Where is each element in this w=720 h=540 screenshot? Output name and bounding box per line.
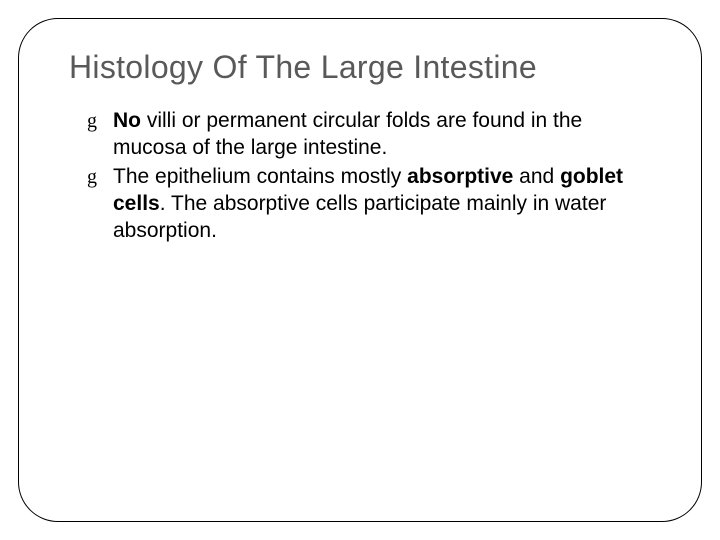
- slide: Histology Of The Large Intestine g No vi…: [0, 0, 720, 540]
- list-item: g No villi or permanent circular folds a…: [87, 108, 661, 162]
- bullet-icon: g: [87, 111, 97, 131]
- bullet-list: g No villi or permanent circular folds a…: [69, 108, 661, 244]
- slide-frame: Histology Of The Large Intestine g No vi…: [18, 18, 702, 522]
- bullet-text: The epithelium contains mostly absorptiv…: [113, 165, 623, 242]
- list-item: g The epithelium contains mostly absorpt…: [87, 164, 661, 245]
- slide-title: Histology Of The Large Intestine: [69, 49, 661, 86]
- bullet-text: No villi or permanent circular folds are…: [113, 109, 582, 159]
- bullet-icon: g: [87, 167, 97, 187]
